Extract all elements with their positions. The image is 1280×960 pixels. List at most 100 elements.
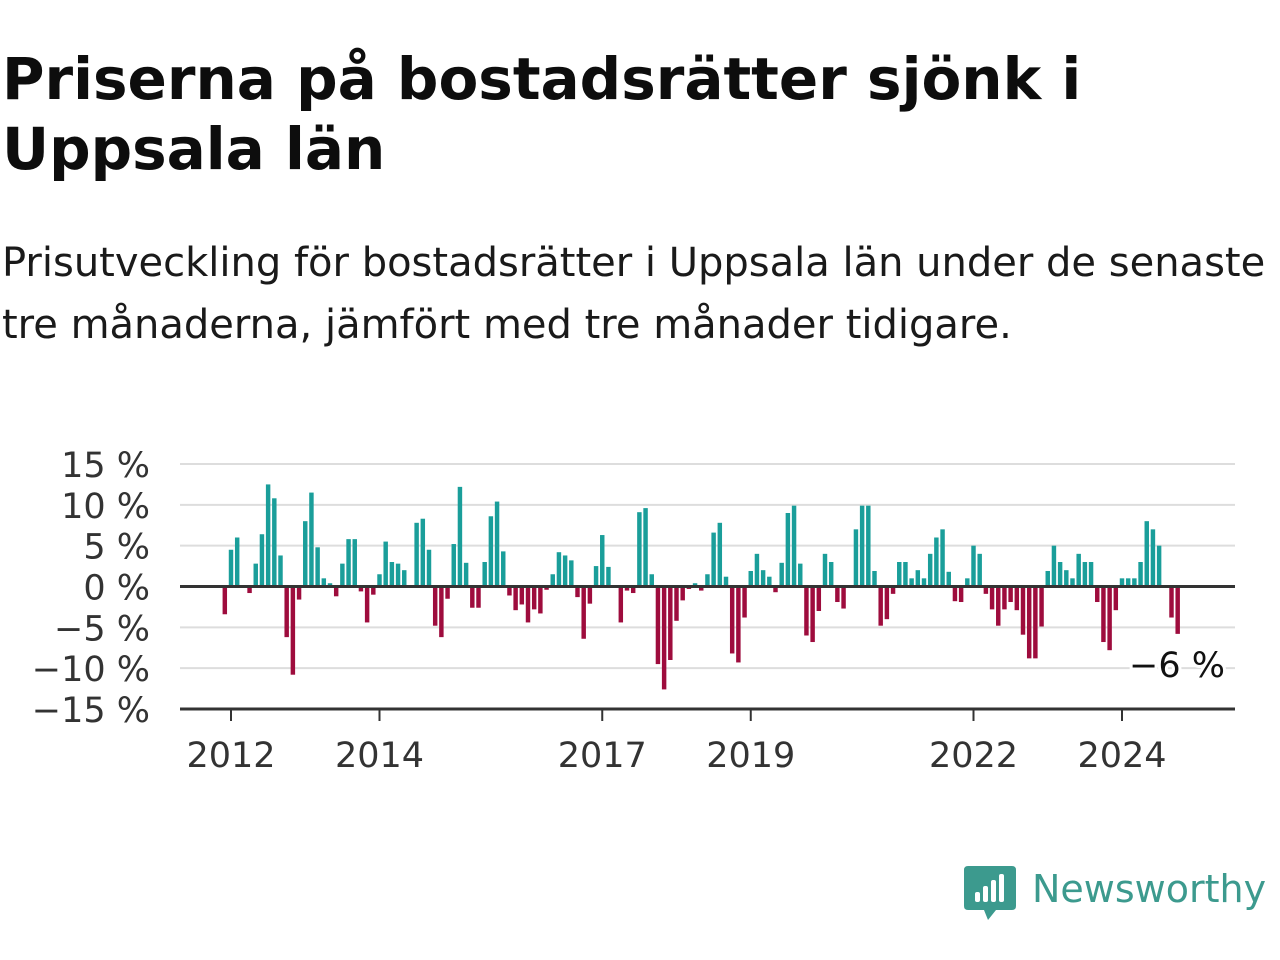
bar (395, 563, 401, 587)
bar (432, 586, 438, 626)
bar (377, 574, 382, 587)
bar (507, 586, 512, 596)
bar (983, 586, 989, 594)
bar (1057, 562, 1063, 587)
bar (723, 576, 729, 587)
bar (971, 545, 976, 587)
bar (729, 586, 735, 654)
bar (699, 586, 704, 591)
bar (562, 555, 568, 587)
bar (989, 586, 995, 610)
x-axis-ticks: 2012 2014 2017 2019 2022 2024 (186, 709, 1167, 776)
bar (630, 586, 636, 594)
bar (1076, 553, 1081, 587)
y-tick-label: −15 % (32, 691, 150, 731)
bar (1026, 586, 1032, 659)
bar (965, 578, 970, 587)
bar-chart: 15 %10 %5 %0 %−5 %−10 %−15 % 2012 2014 201… (32, 446, 1235, 776)
bar (649, 574, 654, 587)
bar (525, 586, 531, 623)
bar (692, 583, 698, 587)
bar (1101, 586, 1106, 643)
bar (643, 508, 648, 587)
bar (333, 586, 339, 597)
bar (810, 586, 815, 643)
bar (420, 518, 426, 587)
bar (222, 586, 228, 615)
bar (569, 560, 574, 587)
bar (265, 484, 271, 587)
bar (531, 586, 537, 610)
bar (903, 562, 908, 587)
bar (637, 512, 642, 587)
bar (1132, 578, 1137, 587)
bar (1138, 562, 1143, 587)
bar (593, 566, 599, 587)
bar (1150, 529, 1156, 587)
bar (1082, 562, 1088, 587)
bar (804, 586, 809, 636)
bar (878, 586, 883, 626)
bar (680, 586, 685, 601)
bar (538, 586, 543, 614)
bar (470, 586, 475, 608)
bar (1095, 586, 1100, 603)
y-tick-label: 5 % (83, 528, 150, 568)
bar (253, 563, 258, 587)
bar (364, 586, 370, 623)
bar (587, 586, 593, 604)
chart-subtitle: Prisutveckling för bostadsrätter i Uppsa… (2, 240, 1266, 348)
x-tick-label: 2017 (558, 736, 647, 776)
y-tick-label: 15 % (61, 446, 150, 486)
bar (457, 486, 463, 587)
bar (822, 553, 828, 587)
bar (550, 574, 555, 587)
bar (606, 566, 611, 587)
bar (284, 586, 289, 638)
x-tick-label: 2012 (186, 736, 275, 776)
bar (1156, 545, 1162, 587)
bar (785, 513, 791, 587)
bar (872, 570, 877, 587)
bar (1020, 586, 1026, 635)
bar (890, 586, 896, 594)
bar (327, 583, 333, 587)
bar (296, 586, 302, 600)
bar (1107, 586, 1112, 651)
bar (909, 578, 914, 587)
bar (501, 551, 506, 587)
bar (915, 570, 921, 587)
bar (940, 529, 945, 587)
bar (624, 586, 630, 591)
bar (321, 578, 327, 587)
bar (426, 549, 432, 587)
bar (717, 522, 723, 587)
bar (1070, 578, 1075, 587)
bar (736, 586, 741, 663)
y-tick-label: 10 % (61, 487, 150, 527)
bar (927, 553, 933, 587)
last-value-annotation: −6 % (1129, 646, 1225, 686)
bar (1039, 586, 1044, 627)
bar (748, 570, 753, 587)
bar (414, 522, 419, 587)
bar (556, 552, 562, 587)
y-tick-label: 0 % (83, 569, 150, 609)
bar (315, 547, 320, 587)
bar (1064, 570, 1069, 587)
bar (828, 562, 834, 587)
bar (773, 586, 778, 593)
bar (853, 529, 859, 587)
bar (383, 541, 388, 587)
bar (513, 586, 518, 611)
bar (494, 501, 500, 587)
bar (371, 586, 376, 595)
bar (309, 492, 314, 587)
bar (661, 586, 667, 690)
bar (482, 562, 487, 587)
x-tick-label: 2019 (706, 736, 795, 776)
bar (791, 505, 797, 587)
bar (402, 570, 407, 587)
brand-footer: Newsworthy (962, 862, 1276, 928)
bar (575, 586, 580, 598)
